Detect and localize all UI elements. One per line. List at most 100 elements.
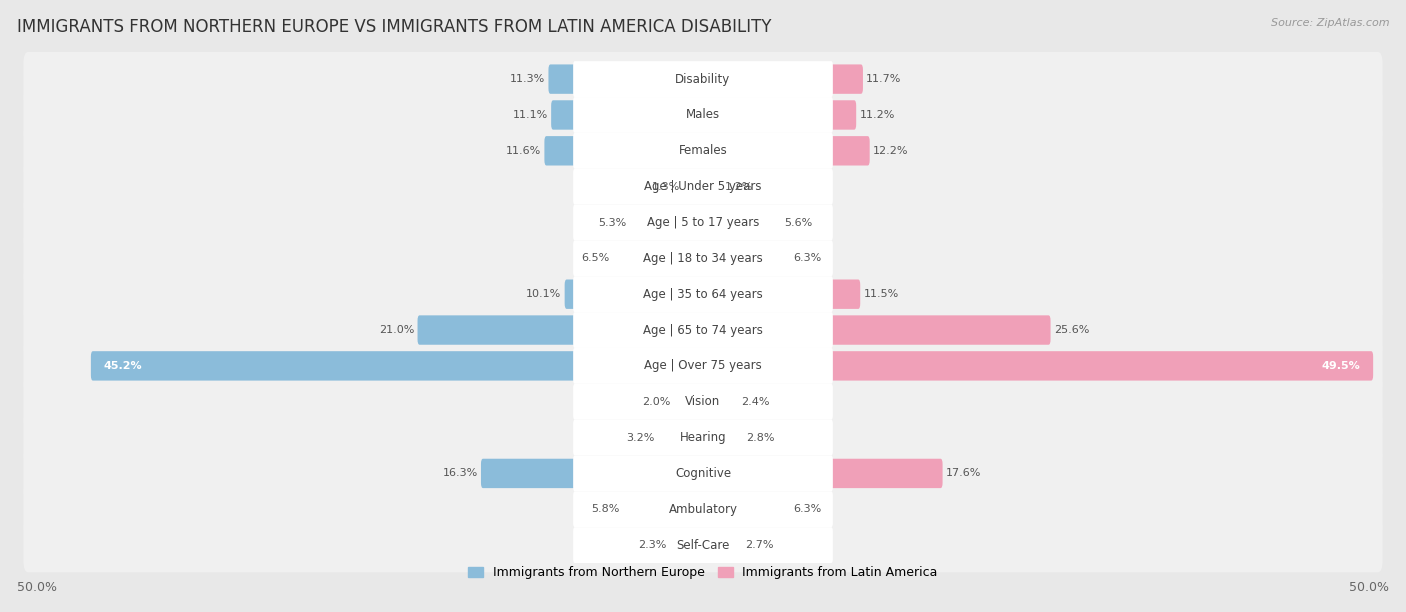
FancyBboxPatch shape [24,88,1382,142]
FancyBboxPatch shape [574,204,832,241]
FancyBboxPatch shape [702,208,780,237]
FancyBboxPatch shape [702,244,790,273]
Text: 11.1%: 11.1% [513,110,548,120]
FancyBboxPatch shape [702,387,737,416]
Text: 6.3%: 6.3% [793,504,821,514]
FancyBboxPatch shape [24,231,1382,286]
FancyBboxPatch shape [24,410,1382,465]
Text: 50.0%: 50.0% [17,581,56,594]
Text: 12.2%: 12.2% [873,146,908,156]
Text: Vision: Vision [685,395,721,408]
FancyBboxPatch shape [24,375,1382,429]
FancyBboxPatch shape [574,384,832,420]
Text: 2.3%: 2.3% [638,540,666,550]
Legend: Immigrants from Northern Europe, Immigrants from Latin America: Immigrants from Northern Europe, Immigra… [463,561,943,584]
Text: 45.2%: 45.2% [104,361,142,371]
FancyBboxPatch shape [551,100,576,130]
Text: 1.2%: 1.2% [724,182,754,192]
FancyBboxPatch shape [24,482,1382,537]
FancyBboxPatch shape [574,97,832,133]
FancyBboxPatch shape [24,159,1382,214]
Text: 11.2%: 11.2% [859,110,896,120]
FancyBboxPatch shape [574,241,832,276]
Text: Age | 18 to 34 years: Age | 18 to 34 years [643,252,763,265]
Text: 16.3%: 16.3% [443,468,478,479]
FancyBboxPatch shape [673,387,704,416]
Text: 50.0%: 50.0% [1350,581,1389,594]
Text: Hearing: Hearing [679,431,727,444]
Text: 11.6%: 11.6% [506,146,541,156]
FancyBboxPatch shape [658,423,704,452]
FancyBboxPatch shape [830,459,942,488]
FancyBboxPatch shape [702,423,742,452]
FancyBboxPatch shape [565,280,576,309]
FancyBboxPatch shape [91,351,576,381]
FancyBboxPatch shape [702,494,790,524]
Text: Age | Over 75 years: Age | Over 75 years [644,359,762,372]
FancyBboxPatch shape [702,172,721,201]
FancyBboxPatch shape [574,61,832,97]
FancyBboxPatch shape [574,169,832,204]
Text: 10.1%: 10.1% [526,289,561,299]
Text: Age | 35 to 64 years: Age | 35 to 64 years [643,288,763,300]
Text: 25.6%: 25.6% [1054,325,1090,335]
Text: 2.8%: 2.8% [747,433,775,442]
FancyBboxPatch shape [669,531,704,560]
Text: 3.2%: 3.2% [626,433,654,442]
Text: Females: Females [679,144,727,157]
Text: Males: Males [686,108,720,121]
FancyBboxPatch shape [24,52,1382,106]
Text: 5.3%: 5.3% [598,217,626,228]
FancyBboxPatch shape [24,124,1382,178]
FancyBboxPatch shape [574,455,832,491]
FancyBboxPatch shape [683,172,704,201]
FancyBboxPatch shape [574,491,832,527]
Text: 2.0%: 2.0% [643,397,671,407]
FancyBboxPatch shape [574,276,832,312]
Text: 5.6%: 5.6% [785,217,813,228]
FancyBboxPatch shape [544,136,576,165]
FancyBboxPatch shape [574,133,832,169]
FancyBboxPatch shape [24,518,1382,572]
FancyBboxPatch shape [630,208,704,237]
FancyBboxPatch shape [574,312,832,348]
Text: 2.4%: 2.4% [741,397,769,407]
FancyBboxPatch shape [574,420,832,455]
Text: 11.3%: 11.3% [510,74,546,84]
Text: 17.6%: 17.6% [946,468,981,479]
FancyBboxPatch shape [830,136,870,165]
Text: 11.5%: 11.5% [863,289,898,299]
FancyBboxPatch shape [830,280,860,309]
FancyBboxPatch shape [623,494,704,524]
FancyBboxPatch shape [24,303,1382,357]
FancyBboxPatch shape [702,531,741,560]
FancyBboxPatch shape [481,459,576,488]
FancyBboxPatch shape [613,244,704,273]
Text: IMMIGRANTS FROM NORTHERN EUROPE VS IMMIGRANTS FROM LATIN AMERICA DISABILITY: IMMIGRANTS FROM NORTHERN EUROPE VS IMMIG… [17,18,772,36]
Text: 1.3%: 1.3% [652,182,681,192]
Text: Age | 65 to 74 years: Age | 65 to 74 years [643,324,763,337]
FancyBboxPatch shape [418,315,576,345]
Text: Age | 5 to 17 years: Age | 5 to 17 years [647,216,759,229]
Text: Cognitive: Cognitive [675,467,731,480]
FancyBboxPatch shape [830,315,1050,345]
Text: Self-Care: Self-Care [676,539,730,551]
FancyBboxPatch shape [830,351,1374,381]
FancyBboxPatch shape [830,100,856,130]
FancyBboxPatch shape [24,267,1382,321]
Text: Age | Under 5 years: Age | Under 5 years [644,180,762,193]
FancyBboxPatch shape [24,338,1382,393]
Text: 2.7%: 2.7% [745,540,773,550]
Text: 6.5%: 6.5% [582,253,610,263]
FancyBboxPatch shape [574,527,832,563]
Text: Ambulatory: Ambulatory [668,503,738,516]
Text: 21.0%: 21.0% [378,325,415,335]
Text: 6.3%: 6.3% [793,253,821,263]
FancyBboxPatch shape [574,348,832,384]
Text: Disability: Disability [675,73,731,86]
FancyBboxPatch shape [548,64,576,94]
Text: 5.8%: 5.8% [591,504,619,514]
FancyBboxPatch shape [24,446,1382,501]
Text: 49.5%: 49.5% [1322,361,1361,371]
FancyBboxPatch shape [24,195,1382,250]
